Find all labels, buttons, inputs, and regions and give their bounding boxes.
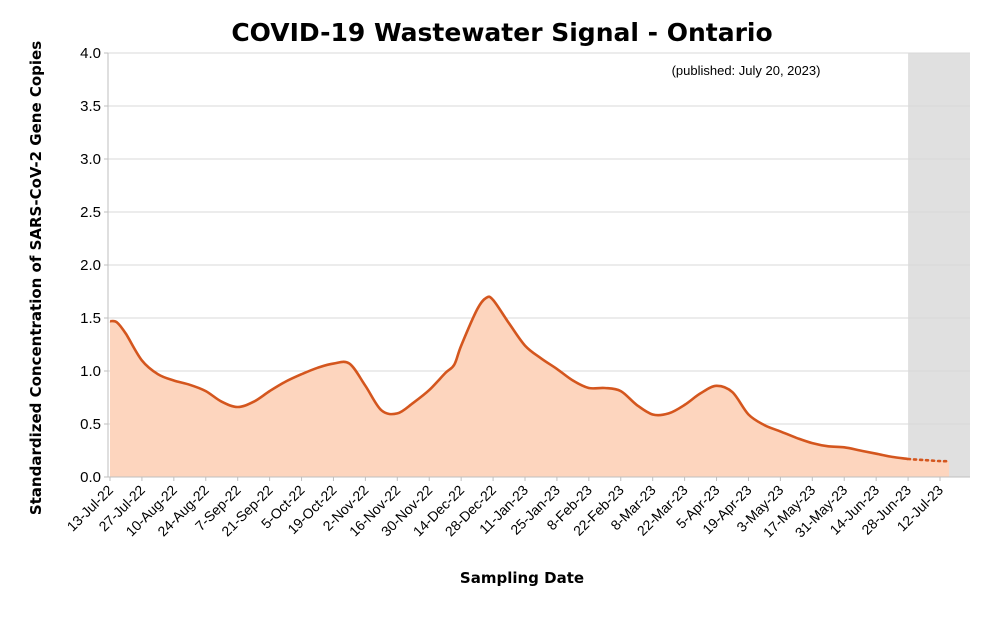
y-axis-title: Standardized Concentration of SARS-CoV-2… [27, 41, 45, 515]
y-tick-label: 1.0 [80, 363, 101, 380]
y-tick-label: 3.5 [80, 98, 101, 115]
x-axis-title: Sampling Date [460, 569, 584, 587]
y-tick-label: 2.0 [80, 257, 101, 274]
series-area-fill [110, 296, 950, 477]
series-line [109, 295, 909, 461]
series-line-provisional [906, 457, 951, 463]
y-tick-label: 2.5 [80, 204, 101, 221]
y-tick-label: 0.5 [80, 416, 101, 433]
y-tick-label: 3.0 [80, 151, 101, 168]
y-tick-label: 1.5 [80, 310, 101, 327]
y-tick-label: 4.0 [80, 45, 101, 62]
plot-area: 0.00.51.01.52.02.53.03.54.013-Jul-2227-J… [64, 45, 970, 540]
y-tick-label: 0.0 [80, 469, 101, 486]
chart-title: COVID-19 Wastewater Signal - Ontario [231, 18, 772, 47]
published-note: (published: July 20, 2023) [672, 63, 821, 78]
